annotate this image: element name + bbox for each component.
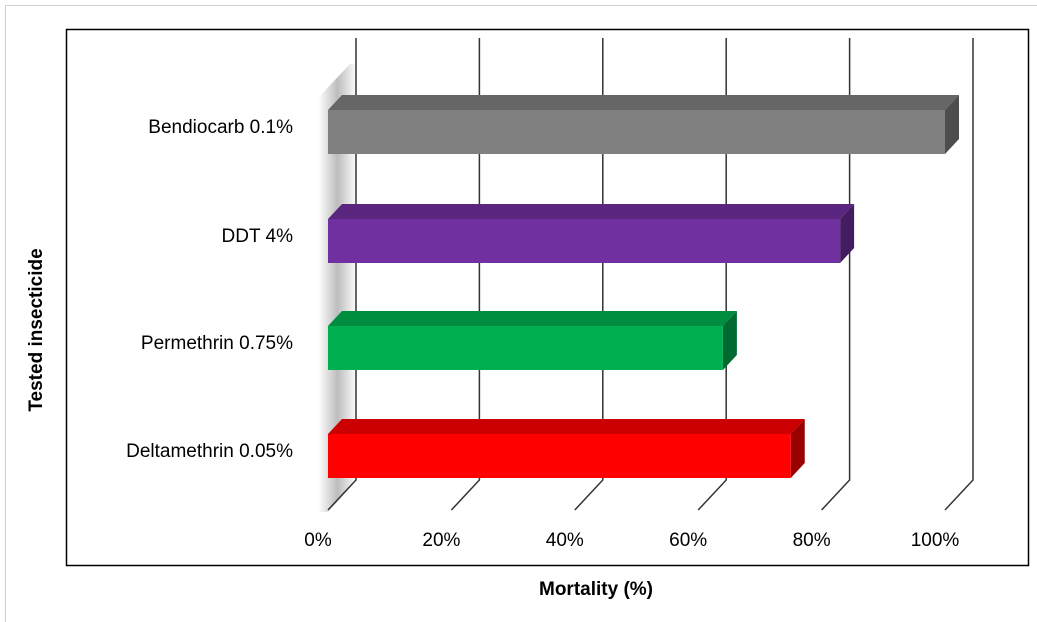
y-tick-label: DDT 4% — [222, 226, 294, 247]
bar-top — [328, 95, 959, 110]
side-wall — [318, 64, 357, 512]
x-tick-label: 0% — [304, 530, 332, 551]
bar-side — [790, 419, 805, 478]
bar — [328, 326, 723, 370]
bar — [328, 110, 945, 154]
x-tick-label: 100% — [911, 530, 960, 551]
x-axis-title: Mortality (%) — [539, 579, 653, 600]
x-tick-label: 60% — [669, 530, 707, 551]
grid-line — [944, 38, 974, 511]
y-axis-title: Tested insecticide — [26, 248, 47, 411]
grid-line — [450, 38, 481, 511]
y-tick-label: Bendiocarb 0.1% — [148, 117, 293, 138]
outer-border — [5, 5, 1037, 622]
bar-top — [328, 204, 855, 219]
plot-frame — [65, 28, 1030, 567]
bar-side — [722, 311, 737, 370]
y-tick-label: Permethrin 0.75% — [141, 333, 293, 354]
grid-line — [574, 38, 604, 511]
grid-line — [327, 38, 357, 511]
bar-top — [328, 311, 737, 326]
grid-line — [697, 38, 727, 511]
bar-top — [328, 419, 805, 434]
bar — [328, 219, 841, 263]
bar-side — [945, 95, 959, 154]
x-tick-label: 40% — [546, 530, 584, 551]
x-tick-label: 20% — [422, 530, 460, 551]
y-tick-label: Deltamethrin 0.05% — [126, 441, 293, 462]
grid-line — [821, 38, 851, 511]
bar-side — [840, 204, 855, 263]
bar — [328, 434, 791, 478]
x-tick-label: 80% — [793, 530, 831, 551]
